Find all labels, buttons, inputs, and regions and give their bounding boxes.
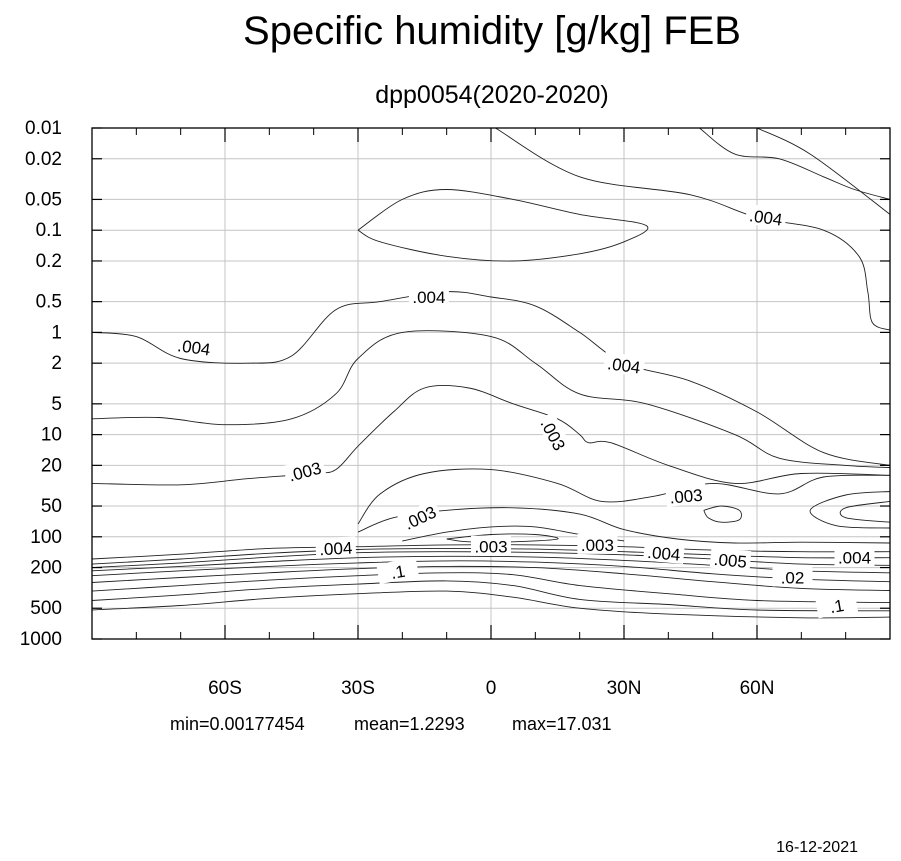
contour-label: .003: [669, 486, 704, 508]
contour-line: [357, 189, 649, 262]
contour-line: [756, 127, 891, 215]
contour-label: .005: [713, 550, 748, 572]
contour-line: [91, 590, 891, 619]
contour-label-bg: [834, 546, 875, 567]
contour-label: .004: [606, 354, 641, 377]
contour-line: [91, 330, 891, 468]
y-tick-label: 1000: [20, 629, 62, 650]
contour-line: [699, 127, 891, 200]
contour-line: [91, 555, 891, 574]
x-tick-label: 60N: [740, 678, 775, 699]
contour-label-bg: [471, 535, 511, 556]
contour-line: [703, 505, 742, 523]
chart-subtitle: dpp0054(2020-2020): [375, 81, 609, 109]
contour-label-bg: [315, 536, 357, 559]
contour-line: [91, 580, 891, 612]
contour-line: [357, 468, 891, 525]
contour-label: .004: [748, 206, 783, 229]
contour-label-bg: [602, 351, 646, 377]
contour-label-bg: [815, 591, 859, 619]
contour-line: [91, 291, 891, 466]
y-tick-label: 0.05: [25, 189, 62, 210]
y-tick-label: 10: [41, 425, 62, 446]
contour-label: .003: [581, 536, 614, 555]
y-tick-label: 1: [51, 322, 62, 343]
contour-label: .004: [176, 336, 211, 359]
x-tick-label: 60S: [208, 678, 242, 699]
x-tick-label: 30S: [341, 678, 375, 699]
contour-label: .004: [838, 549, 871, 568]
contour-label-group: .1: [376, 557, 420, 585]
date-stamp: 16-12-2021: [776, 839, 858, 856]
contour-label: .003: [286, 459, 323, 486]
y-tick-label: 0.01: [25, 118, 62, 139]
stat-mean: mean=1.2293: [354, 714, 465, 734]
contour-label-bg: [744, 203, 788, 230]
contour-label: .004: [647, 543, 682, 565]
contour-label-group: .004: [408, 286, 449, 307]
contour-line: [839, 500, 891, 523]
contour-label-group: .004: [172, 333, 216, 360]
contour-label-bg: [408, 286, 449, 306]
contour-line: [809, 491, 891, 529]
contour-label-bg: [709, 547, 752, 572]
contour-label-bg: [643, 540, 685, 565]
grid-lines: [92, 128, 890, 639]
contour-label-group: .003: [577, 533, 618, 555]
y-tick-label: 0.2: [36, 251, 62, 272]
y-tick-label: 0.02: [25, 149, 62, 170]
y-tick-label: 0.5: [36, 292, 62, 313]
plot-frame: [91, 127, 891, 640]
contour-label: .02: [781, 569, 805, 588]
contour-label-group: .1: [815, 591, 859, 619]
contour-label: .1: [828, 596, 845, 617]
contour-label-group: .003: [665, 483, 707, 508]
contour-line: [495, 127, 891, 331]
chart-title: Specific humidity [g/kg] FEB: [243, 9, 741, 53]
contour-label-group: .004: [834, 546, 875, 568]
axis-ticks: 0.010.020.050.10.20.51251020501002005001…: [20, 118, 890, 699]
y-tick-label: 100: [30, 527, 62, 548]
contour-label-bg: [535, 411, 573, 457]
contour-label-group: .02: [772, 566, 813, 588]
contour-label-group: .004: [315, 536, 357, 560]
contour-label: .004: [412, 288, 445, 307]
y-tick-label: 200: [30, 558, 62, 579]
contour-label: .003: [474, 538, 507, 557]
contour-label-group: .003: [397, 499, 443, 535]
contour-label-group: .003: [471, 535, 511, 557]
contour-line: [446, 533, 559, 543]
y-tick-label: 500: [30, 598, 62, 619]
y-tick-label: 0.1: [36, 220, 62, 241]
contour-label-group: .004: [643, 540, 685, 565]
contour-line: [91, 572, 891, 604]
x-tick-label: 0: [486, 678, 497, 699]
y-tick-label: 50: [41, 496, 62, 517]
contour-label-group: .004: [744, 203, 788, 230]
stat-min: min=0.00177454: [170, 714, 305, 734]
contour-label-bg: [376, 557, 420, 585]
stat-max: max=17.031: [512, 714, 612, 734]
contour-label-group: .003: [282, 455, 327, 486]
contour-label-bg: [577, 533, 618, 554]
contour-line: [91, 560, 891, 583]
contour-label-bg: [397, 499, 443, 535]
contour-label-group: .004: [602, 351, 646, 378]
y-tick-label: 5: [51, 394, 62, 415]
y-tick-label: 2: [51, 353, 62, 374]
contour-label-bg: [172, 333, 216, 359]
contour-line: [91, 565, 891, 591]
contour-label: .1: [389, 562, 406, 583]
contour-label-bg: [772, 566, 813, 587]
y-tick-label: 20: [41, 455, 62, 476]
x-tick-label: 30N: [607, 678, 642, 699]
contour-label-group: .005: [709, 547, 752, 572]
contour-label-bg: [665, 483, 707, 507]
contour-label: .004: [319, 539, 353, 560]
contour-labels: .004 .004 .004 .004 .003 .003 .003 .003 .004 .003…: [172, 203, 875, 619]
